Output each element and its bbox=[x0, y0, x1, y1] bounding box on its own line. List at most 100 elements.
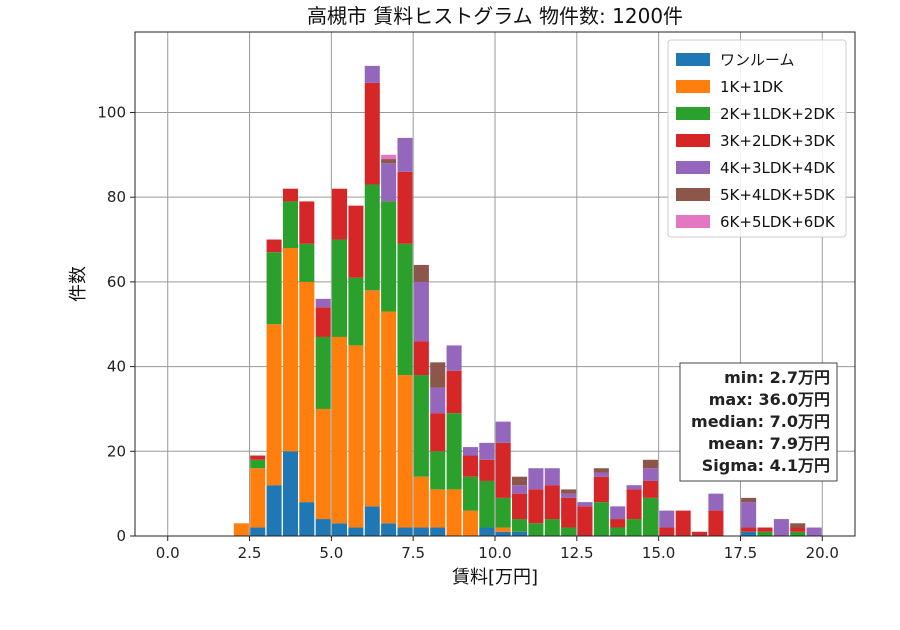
legend-swatch bbox=[676, 215, 710, 228]
bar-segment bbox=[364, 184, 380, 291]
bar-segment bbox=[495, 442, 511, 498]
bar-segment bbox=[528, 489, 544, 524]
bar-segment bbox=[266, 324, 282, 486]
legend-label: 3K+2LDK+3DK bbox=[720, 132, 836, 150]
bar-segment bbox=[462, 510, 478, 536]
bar-segment bbox=[593, 468, 609, 473]
bar-segment bbox=[512, 485, 528, 494]
bar-segment bbox=[610, 519, 626, 528]
bar-segment bbox=[626, 489, 642, 520]
legend-swatch bbox=[676, 80, 710, 93]
bar-segment bbox=[266, 485, 282, 536]
axis-ticks: 0.0 2.5 5.0 7.5 10.0 12.5 15.0 17.5 20.0 0 20 40 60 8… bbox=[97, 103, 839, 562]
bar-segment bbox=[512, 519, 528, 532]
bar-segment bbox=[299, 201, 315, 244]
stats-line: max: 36.0万円 bbox=[709, 390, 830, 409]
bar-segment bbox=[413, 476, 429, 528]
bar-segment bbox=[332, 336, 348, 524]
bar-segment bbox=[757, 527, 773, 532]
bar-segment bbox=[413, 264, 429, 282]
legend-swatch bbox=[676, 134, 710, 147]
bar-segment bbox=[430, 413, 446, 452]
bar-segment bbox=[806, 527, 822, 536]
y-axis-title: 件数 bbox=[68, 266, 89, 302]
y-tick-label: 20 bbox=[107, 442, 126, 460]
bar-segment bbox=[299, 243, 315, 282]
bar-segment bbox=[593, 476, 609, 503]
bar-segment bbox=[495, 421, 511, 443]
x-tick-label: 12.5 bbox=[560, 544, 593, 562]
legend-swatch bbox=[676, 53, 710, 66]
bar-segment bbox=[332, 188, 348, 240]
bar-segment bbox=[692, 531, 708, 536]
bar-segment bbox=[528, 468, 544, 490]
legend-frame bbox=[667, 39, 847, 238]
y-tick-label: 60 bbox=[107, 273, 126, 291]
bar-segment bbox=[430, 451, 446, 490]
bar-segment bbox=[741, 531, 757, 536]
bar-segment bbox=[757, 531, 773, 536]
bar-segment bbox=[282, 188, 298, 202]
bar-segment bbox=[593, 502, 609, 536]
bar-segment bbox=[512, 493, 528, 520]
stats-line: mean: 7.9万円 bbox=[708, 434, 830, 453]
bar-segment bbox=[512, 531, 528, 536]
x-tick-label: 7.5 bbox=[401, 544, 425, 562]
legend-label: 1K+1DK bbox=[720, 78, 784, 96]
x-tick-label: 17.5 bbox=[724, 544, 757, 562]
bar-segment bbox=[773, 519, 789, 536]
bar-segment bbox=[348, 277, 364, 346]
x-tick-label: 0.0 bbox=[156, 544, 180, 562]
bar-segment bbox=[741, 497, 757, 503]
bar-segment bbox=[266, 239, 282, 253]
bar-segment bbox=[708, 493, 724, 511]
bar-segment bbox=[610, 506, 626, 520]
bar-segment bbox=[593, 472, 609, 477]
bar-segment bbox=[381, 311, 397, 524]
bar-segment bbox=[413, 341, 429, 376]
bar-segment bbox=[642, 468, 658, 481]
bar-segment bbox=[364, 65, 380, 83]
bar-segment bbox=[299, 281, 315, 503]
bar-segment bbox=[430, 527, 446, 536]
bar-segment bbox=[675, 510, 691, 536]
bar-segment bbox=[250, 459, 266, 469]
bar-segment bbox=[282, 201, 298, 248]
stats-line: min: 2.7万円 bbox=[724, 368, 830, 387]
bar-segment bbox=[397, 243, 413, 376]
bar-segment bbox=[250, 527, 266, 536]
stats-frame bbox=[679, 362, 838, 482]
stats-line: Sigma: 4.1万円 bbox=[702, 456, 830, 475]
legend-label: 5K+4LDK+5DK bbox=[720, 186, 836, 204]
bar-segment bbox=[642, 459, 658, 469]
bar-segment bbox=[610, 527, 626, 536]
bar-segment bbox=[495, 531, 511, 536]
bar-segment bbox=[430, 489, 446, 528]
y-tick-label: 0 bbox=[116, 527, 126, 545]
y-tick-label: 80 bbox=[107, 188, 126, 206]
bar-segment bbox=[381, 163, 397, 202]
bar-segment bbox=[348, 205, 364, 278]
bar-segment bbox=[413, 375, 429, 477]
stats-box: min: 2.7万円 max: 36.0万円 median: 7.0万円 mean: … bbox=[679, 362, 838, 482]
legend-swatch bbox=[676, 188, 710, 201]
y-tick-label: 100 bbox=[97, 103, 126, 121]
x-tick-label: 20.0 bbox=[806, 544, 839, 562]
chart-title: 高槻市 賃料ヒストグラム 物件数: 1200件 bbox=[307, 4, 683, 28]
bar-segment bbox=[495, 527, 511, 532]
bar-segment bbox=[528, 523, 544, 536]
bar-segment bbox=[790, 523, 806, 528]
bar-segment bbox=[479, 480, 495, 528]
x-tick-label: 15.0 bbox=[642, 544, 675, 562]
x-axis-title: 賃料[万円] bbox=[452, 567, 538, 588]
bar-segment bbox=[233, 523, 249, 536]
bar-segment bbox=[364, 290, 380, 507]
legend-swatch bbox=[676, 161, 710, 174]
bar-segment bbox=[544, 468, 560, 486]
bar-segment bbox=[381, 154, 397, 160]
bar-segment bbox=[381, 159, 397, 164]
legend-label: 2K+1LDK+2DK bbox=[720, 105, 836, 123]
x-tick-label: 5.0 bbox=[319, 544, 343, 562]
bar-segment bbox=[332, 239, 348, 337]
bar-segment bbox=[397, 375, 413, 528]
